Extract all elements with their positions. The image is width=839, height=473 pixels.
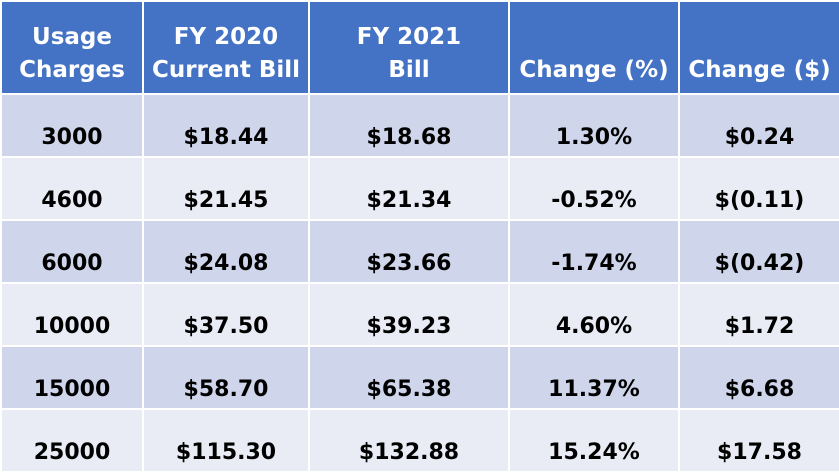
table-row: 10000 $37.50 $39.23 4.60% $1.72 <box>0 282 839 347</box>
cell-fy2021-bill: $132.88 <box>308 408 510 473</box>
cell-change-dollars: $1.72 <box>678 282 839 347</box>
header-line: Change ($) <box>688 57 831 83</box>
table-row: 4600 $21.45 $21.34 -0.52% $(0.11) <box>0 156 839 221</box>
header-line: Change (%) <box>519 57 669 83</box>
header-change-dollars: Change ($) <box>678 0 839 95</box>
cell-fy2021-bill: $39.23 <box>308 282 510 347</box>
table-row: 6000 $24.08 $23.66 -1.74% $(0.42) <box>0 219 839 284</box>
header-line: Bill <box>388 57 430 83</box>
cell-fy2020-bill: $37.50 <box>142 282 310 347</box>
cell-fy2020-bill: $58.70 <box>142 345 310 410</box>
cell-usage: 10000 <box>0 282 144 347</box>
cell-change-percent: 4.60% <box>508 282 680 347</box>
cell-fy2021-bill: $18.68 <box>308 93 510 158</box>
cell-usage: 6000 <box>0 219 144 284</box>
cell-fy2021-bill: $65.38 <box>308 345 510 410</box>
table-row: 25000 $115.30 $132.88 15.24% $17.58 <box>0 408 839 473</box>
header-line: Current Bill <box>151 57 301 83</box>
header-change-percent: Change (%) <box>508 0 680 95</box>
cell-change-dollars: $6.68 <box>678 345 839 410</box>
cell-change-percent: 15.24% <box>508 408 680 473</box>
cell-change-percent: 1.30% <box>508 93 680 158</box>
table-header: Usage Charges FY 2020 Current Bill FY 20… <box>0 0 839 95</box>
cell-usage: 25000 <box>0 408 144 473</box>
header-usage-charges: Usage Charges <box>0 0 144 95</box>
cell-usage: 4600 <box>0 156 144 221</box>
table-row: 15000 $58.70 $65.38 11.37% $6.68 <box>0 345 839 410</box>
cell-fy2021-bill: $23.66 <box>308 219 510 284</box>
cell-change-percent: -1.74% <box>508 219 680 284</box>
cell-usage: 3000 <box>0 93 144 158</box>
cell-change-dollars: $(0.42) <box>678 219 839 284</box>
cell-change-dollars: $17.58 <box>678 408 839 473</box>
cell-fy2021-bill: $21.34 <box>308 156 510 221</box>
cell-fy2020-bill: $18.44 <box>142 93 310 158</box>
table-body: 3000 $18.44 $18.68 1.30% $0.24 4600 $21.… <box>0 93 839 473</box>
header-line: FY 2020 <box>173 24 279 50</box>
cell-change-percent: -0.52% <box>508 156 680 221</box>
header-line: Charges <box>19 57 125 83</box>
header-line: FY 2021 <box>356 24 462 50</box>
table-row: 3000 $18.44 $18.68 1.30% $0.24 <box>0 93 839 158</box>
cell-fy2020-bill: $24.08 <box>142 219 310 284</box>
cell-fy2020-bill: $21.45 <box>142 156 310 221</box>
cell-change-dollars: $(0.11) <box>678 156 839 221</box>
cell-change-percent: 11.37% <box>508 345 680 410</box>
cell-fy2020-bill: $115.30 <box>142 408 310 473</box>
cell-change-dollars: $0.24 <box>678 93 839 158</box>
header-fy2020-current-bill: FY 2020 Current Bill <box>142 0 310 95</box>
header-fy2021-bill: FY 2021 Bill <box>308 0 510 95</box>
cell-usage: 15000 <box>0 345 144 410</box>
header-line: Usage <box>32 24 112 50</box>
header-row: Usage Charges FY 2020 Current Bill FY 20… <box>0 0 839 95</box>
